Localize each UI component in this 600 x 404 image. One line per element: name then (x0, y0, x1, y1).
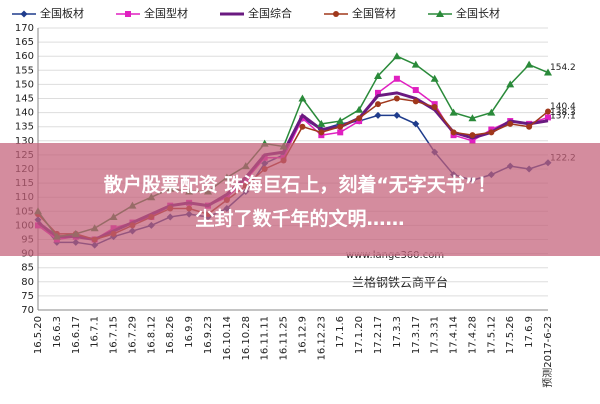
x-tick-label: 16.9.9 (184, 316, 195, 348)
banner-line2: 尘封了数千年的文明…… (195, 208, 405, 230)
x-tick-label: 16.11.25 (279, 316, 290, 361)
y-tick-label: 150 (15, 79, 34, 90)
y-tick-label: 170 (15, 23, 34, 34)
marker (450, 129, 457, 136)
y-tick-label: 85 (21, 263, 34, 274)
y-tick-label: 135 (15, 122, 34, 133)
value-label: 137.1 (550, 111, 576, 121)
marker (298, 94, 307, 102)
x-tick-label: 16.9.23 (203, 316, 214, 354)
value-label: 138.3 (550, 108, 576, 118)
marker (356, 115, 363, 122)
legend-label: 全国管材 (352, 6, 396, 20)
marker (337, 123, 344, 130)
x-tick-label: 17.4.28 (467, 316, 478, 354)
x-tick-label: 16.5.20 (33, 316, 44, 354)
marker (125, 11, 131, 17)
x-tick-label: 16.11.11 (260, 316, 271, 361)
x-tick-label: 16.12.23 (316, 316, 327, 361)
x-tick-label: 17.2.17 (373, 316, 384, 354)
marker (374, 71, 382, 79)
y-tick-label: 155 (15, 65, 34, 76)
x-tick-label: 17.1.20 (354, 316, 365, 354)
x-tick-label: 16.7.1 (90, 316, 101, 348)
y-tick-label: 70 (21, 305, 34, 316)
y-tick-label: 130 (15, 136, 34, 147)
x-tick-label: 预测2017-6-23 (541, 316, 554, 388)
marker (393, 111, 401, 119)
x-tick-label: 16.8.26 (165, 316, 176, 354)
marker (545, 114, 551, 121)
marker (487, 108, 496, 116)
legend-label: 全国长材 (456, 6, 500, 20)
x-tick-label: 16.6.3 (52, 316, 63, 348)
y-tick-label: 140 (15, 108, 34, 119)
marker (411, 60, 420, 68)
marker (412, 98, 419, 105)
marker (412, 120, 420, 128)
x-tick-label: 17.1.6 (335, 316, 346, 348)
legend-label: 全国综合 (248, 6, 292, 20)
x-tick-label: 16.7.29 (127, 316, 138, 354)
x-tick-label: 17.3.17 (411, 316, 422, 354)
x-tick-label: 17.5.12 (486, 316, 497, 354)
marker (337, 129, 344, 136)
marker (488, 129, 495, 136)
legend-label: 全国型材 (144, 6, 188, 20)
marker (355, 105, 364, 113)
y-tick-label: 80 (21, 277, 34, 288)
marker (526, 123, 533, 130)
marker (469, 132, 476, 139)
marker (468, 114, 477, 122)
marker (436, 10, 444, 17)
y-tick-label: 160 (15, 51, 34, 62)
y-tick-label: 165 (15, 37, 34, 48)
marker (333, 11, 339, 17)
x-tick-label: 16.12.9 (297, 316, 308, 354)
marker (525, 60, 534, 68)
marker (393, 95, 400, 102)
x-tick-label: 17.4.14 (449, 316, 460, 354)
x-tick-label: 16.6.17 (71, 316, 82, 354)
marker (507, 120, 514, 127)
x-tick-label: 17.3.31 (430, 316, 441, 354)
x-tick-label: 16.7.15 (109, 316, 120, 354)
marker (375, 89, 381, 96)
marker (375, 101, 381, 108)
marker (392, 52, 401, 60)
legend-label: 全国板材 (40, 6, 84, 20)
marker (374, 111, 382, 119)
x-tick-label: 16.8.12 (146, 316, 157, 354)
marker (336, 117, 345, 125)
x-tick-label: 17.3.3 (392, 316, 403, 348)
x-tick-label: 17.6.9 (524, 316, 535, 348)
marker (469, 137, 476, 144)
marker (20, 10, 28, 18)
marker (545, 108, 551, 115)
marker (299, 123, 306, 130)
value-label: 154.2 (550, 63, 576, 73)
banner-line1: 散户股票配资 珠海巨石上，刻着“无字天书”！ (103, 174, 497, 196)
marker (431, 103, 438, 110)
marker (317, 119, 326, 127)
x-tick-label: 16.10.28 (241, 316, 252, 361)
y-tick-label: 145 (15, 94, 34, 105)
x-tick-label: 16.10.14 (222, 316, 233, 361)
banner (0, 143, 600, 256)
marker (544, 68, 552, 76)
marker (449, 108, 458, 116)
marker (318, 129, 325, 136)
y-tick-label: 75 (21, 291, 34, 302)
marker (412, 87, 419, 94)
value-label: 140.4 (550, 102, 576, 112)
marker (393, 75, 400, 82)
marker (430, 74, 439, 82)
x-tick-label: 17.5.26 (505, 316, 516, 354)
marker (506, 80, 515, 88)
